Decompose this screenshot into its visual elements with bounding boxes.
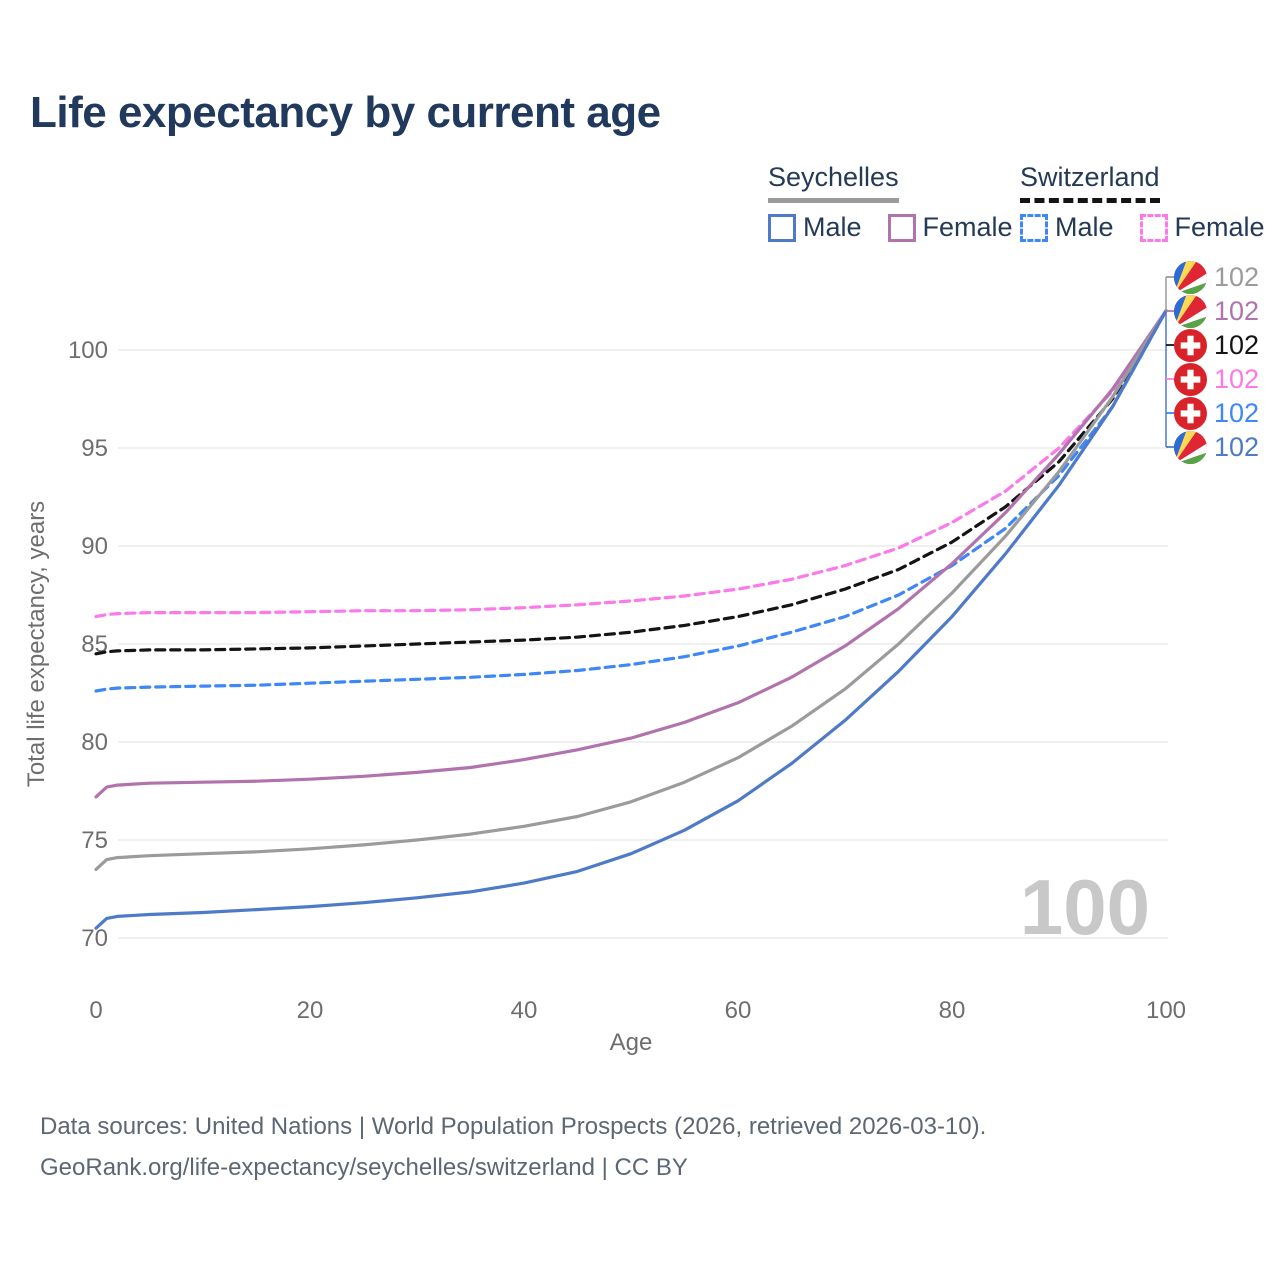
legend-items-switzerland: Male Female — [1020, 212, 1265, 243]
legend-items-seychelles: Male Female — [768, 212, 1013, 243]
switzerland-female-swatch-icon — [1139, 213, 1168, 242]
seychelles-flag-icon — [1174, 294, 1207, 328]
legend-label-seychelles-female: Female — [922, 212, 1013, 242]
series-line-switzerland-female[interactable] — [94, 309, 1168, 619]
end-label-row: 102 — [1174, 294, 1259, 328]
y-tick-label: 100 — [68, 337, 108, 364]
age-watermark: 100 — [1020, 863, 1150, 951]
switzerland-flag-icon — [1174, 328, 1207, 362]
end-label-value: 102 — [1214, 397, 1260, 428]
legend-item-seychelles-male[interactable]: Male — [768, 212, 862, 243]
end-label-row: 102 — [1174, 260, 1259, 294]
end-label-row: 102 — [1174, 430, 1259, 464]
series-line-seychelles-combined[interactable] — [94, 309, 1168, 872]
legend-item-switzerland-female[interactable]: Female — [1139, 212, 1265, 243]
end-label-value: 102 — [1214, 431, 1260, 462]
legend-label-seychelles-male: Male — [803, 212, 862, 242]
x-tick-label: 0 — [89, 997, 102, 1024]
series-line-seychelles-female[interactable] — [94, 309, 1168, 799]
series-line-seychelles-male[interactable] — [94, 309, 1168, 930]
end-label-row: 102 — [1174, 362, 1259, 396]
y-tick-label: 90 — [81, 533, 108, 560]
end-label-row: 102 — [1174, 328, 1259, 362]
seychelles-flag-icon — [1174, 430, 1207, 464]
legend-label-switzerland-male: Male — [1055, 212, 1114, 242]
attribution-text: GeoRank.org/life-expectancy/seychelles/s… — [40, 1154, 688, 1181]
y-tick-label: 75 — [81, 827, 108, 854]
page-title: Life expectancy by current age — [30, 88, 661, 137]
footer: Data sources: United Nations | World Pop… — [40, 1106, 986, 1188]
seychelles-female-swatch-icon — [887, 213, 916, 242]
y-tick-label: 80 — [81, 729, 108, 756]
end-label-value: 102 — [1214, 363, 1260, 394]
y-tick-label: 95 — [81, 435, 108, 462]
x-axis-title: Age — [610, 1029, 653, 1056]
end-label-value: 102 — [1214, 329, 1260, 360]
x-tick-label: 80 — [939, 997, 966, 1024]
legend-header-seychelles: Seychelles — [768, 162, 899, 203]
x-tick-label: 60 — [725, 997, 752, 1024]
x-tick-label: 100 — [1146, 997, 1186, 1024]
switzerland-male-swatch-icon — [1020, 213, 1048, 242]
switzerland-flag-icon — [1174, 362, 1207, 396]
legend-item-switzerland-male[interactable]: Male — [1020, 212, 1114, 243]
legend-label-switzerland-female: Female — [1174, 212, 1265, 242]
series-line-switzerland-male[interactable] — [94, 309, 1168, 693]
legend-group-switzerland: Switzerland Male Female — [1020, 162, 1265, 243]
y-tick-label: 70 — [81, 925, 108, 952]
legend-header-switzerland: Switzerland — [1020, 162, 1160, 203]
seychelles-male-swatch-icon — [768, 213, 796, 242]
y-axis-title: Total life expectancy, years — [23, 501, 50, 787]
end-label-row: 102 — [1174, 396, 1259, 430]
x-tick-label: 40 — [511, 997, 538, 1024]
end-label-value: 102 — [1214, 261, 1260, 292]
legend-item-seychelles-female[interactable]: Female — [887, 212, 1013, 243]
legend-group-seychelles: Seychelles Male Female — [768, 162, 1013, 243]
series-line-switzerland-combined[interactable] — [94, 309, 1168, 656]
x-tick-label: 20 — [297, 997, 324, 1024]
seychelles-flag-icon — [1174, 260, 1207, 294]
switzerland-flag-icon — [1174, 396, 1207, 430]
end-label-value: 102 — [1214, 295, 1260, 326]
data-sources-text: Data sources: United Nations | World Pop… — [40, 1113, 987, 1140]
